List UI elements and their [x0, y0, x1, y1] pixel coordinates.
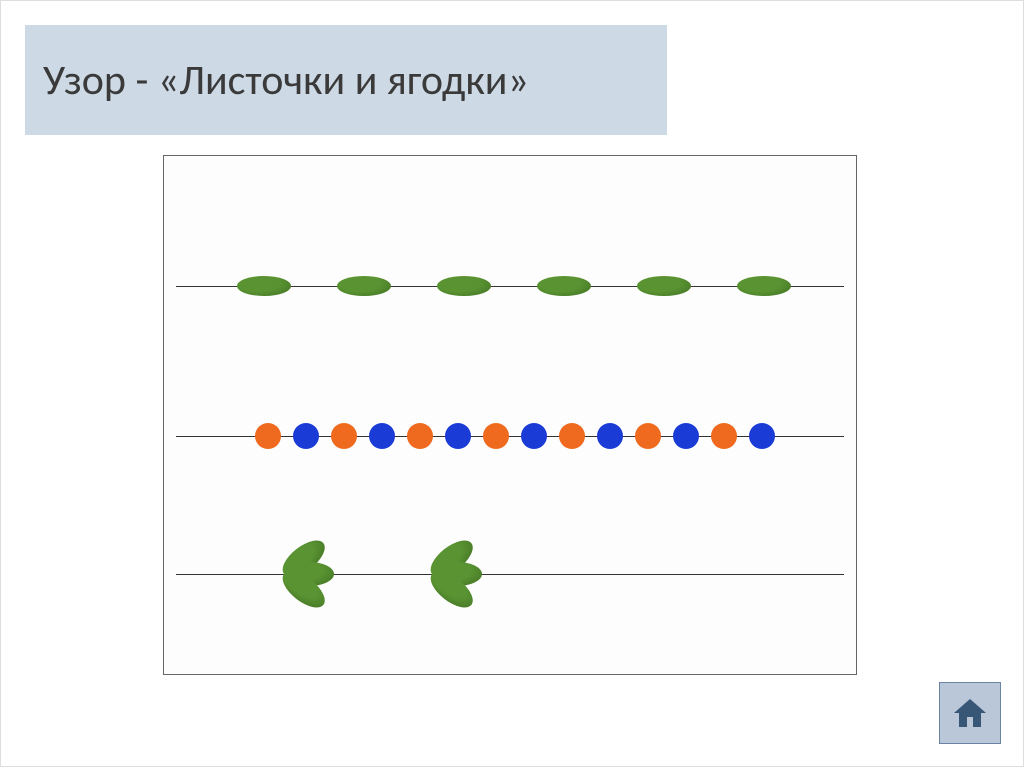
- pattern-panel: [163, 155, 857, 675]
- berry: [673, 423, 699, 449]
- berry: [559, 423, 585, 449]
- berry: [597, 423, 623, 449]
- slide: Узор - «Листочки и ягодки»: [0, 0, 1024, 767]
- leaf-cluster: [234, 534, 334, 614]
- leaf: [337, 276, 391, 296]
- home-icon: [950, 693, 990, 733]
- title-bar: Узор - «Листочки и ягодки»: [25, 25, 667, 135]
- berry: [635, 423, 661, 449]
- berry: [445, 423, 471, 449]
- leaf: [437, 276, 491, 296]
- berry: [521, 423, 547, 449]
- berry: [483, 423, 509, 449]
- berry: [331, 423, 357, 449]
- berry: [711, 423, 737, 449]
- slide-title: Узор - «Листочки и ягодки»: [43, 55, 529, 106]
- leaf: [637, 276, 691, 296]
- home-button[interactable]: [939, 682, 1001, 744]
- leaf: [737, 276, 791, 296]
- berry: [407, 423, 433, 449]
- berry: [749, 423, 775, 449]
- leaf: [237, 276, 291, 296]
- leaf: [537, 276, 591, 296]
- leaf-cluster: [382, 534, 482, 614]
- berry: [293, 423, 319, 449]
- berry: [369, 423, 395, 449]
- berry: [255, 423, 281, 449]
